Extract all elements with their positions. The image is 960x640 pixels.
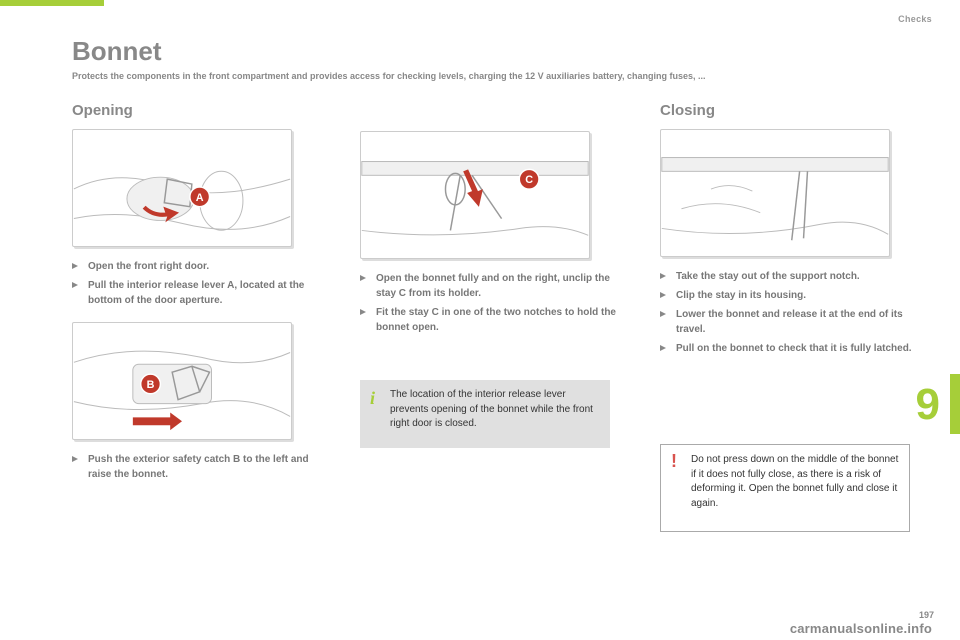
- page-subtitle: Protects the components in the front com…: [72, 70, 932, 83]
- breadcrumb: Checks: [898, 14, 932, 24]
- opening-steps-3: Open the bonnet fully and on the right, …: [360, 271, 620, 335]
- info-icon: i: [370, 388, 375, 409]
- top-strip: [0, 0, 104, 6]
- watermark: carmanualsonline.info: [790, 621, 932, 636]
- col-opening-left: Opening A Open the front right door. Pul…: [72, 102, 312, 486]
- page-title: Bonnet: [72, 36, 162, 67]
- closing-steps: Take the stay out of the support notch. …: [660, 269, 920, 356]
- step: Pull the interior release lever A, locat…: [72, 278, 312, 308]
- step: Lower the bonnet and release it at the e…: [660, 307, 920, 337]
- step: Push the exterior safety catch B to the …: [72, 452, 312, 482]
- col-closing: Closing Take the stay out of the support…: [660, 102, 920, 360]
- illustration-c: C: [360, 131, 590, 259]
- info-box: i The location of the interior release l…: [360, 380, 610, 448]
- marker-a-label: A: [196, 192, 204, 204]
- warning-text: Do not press down on the middle of the b…: [691, 453, 899, 511]
- step: Open the front right door.: [72, 259, 312, 274]
- closing-heading: Closing: [660, 102, 920, 119]
- marker-b-label: B: [147, 379, 155, 391]
- illustration-b: B: [72, 322, 292, 440]
- illustration-a: A: [72, 129, 292, 247]
- illustration-d: [660, 129, 890, 257]
- step: Clip the stay in its housing.: [660, 288, 920, 303]
- step: Pull on the bonnet to check that it is f…: [660, 341, 920, 356]
- step: Open the bonnet fully and on the right, …: [360, 271, 620, 301]
- opening-heading: Opening: [72, 102, 312, 119]
- marker-c-label: C: [525, 174, 533, 186]
- warning-box: ! Do not press down on the middle of the…: [660, 444, 910, 532]
- section-tab: [950, 374, 960, 434]
- warning-icon: !: [671, 451, 677, 472]
- step: Take the stay out of the support notch.: [660, 269, 920, 284]
- section-number: 9: [916, 380, 940, 430]
- opening-steps-1: Open the front right door. Pull the inte…: [72, 259, 312, 308]
- info-text: The location of the interior release lev…: [390, 388, 600, 432]
- step: Fit the stay C in one of the two notches…: [360, 305, 620, 335]
- opening-steps-2: Push the exterior safety catch B to the …: [72, 452, 312, 482]
- page-number: 197: [919, 610, 934, 620]
- col-opening-right: C Open the bonnet fully and on the right…: [360, 102, 620, 339]
